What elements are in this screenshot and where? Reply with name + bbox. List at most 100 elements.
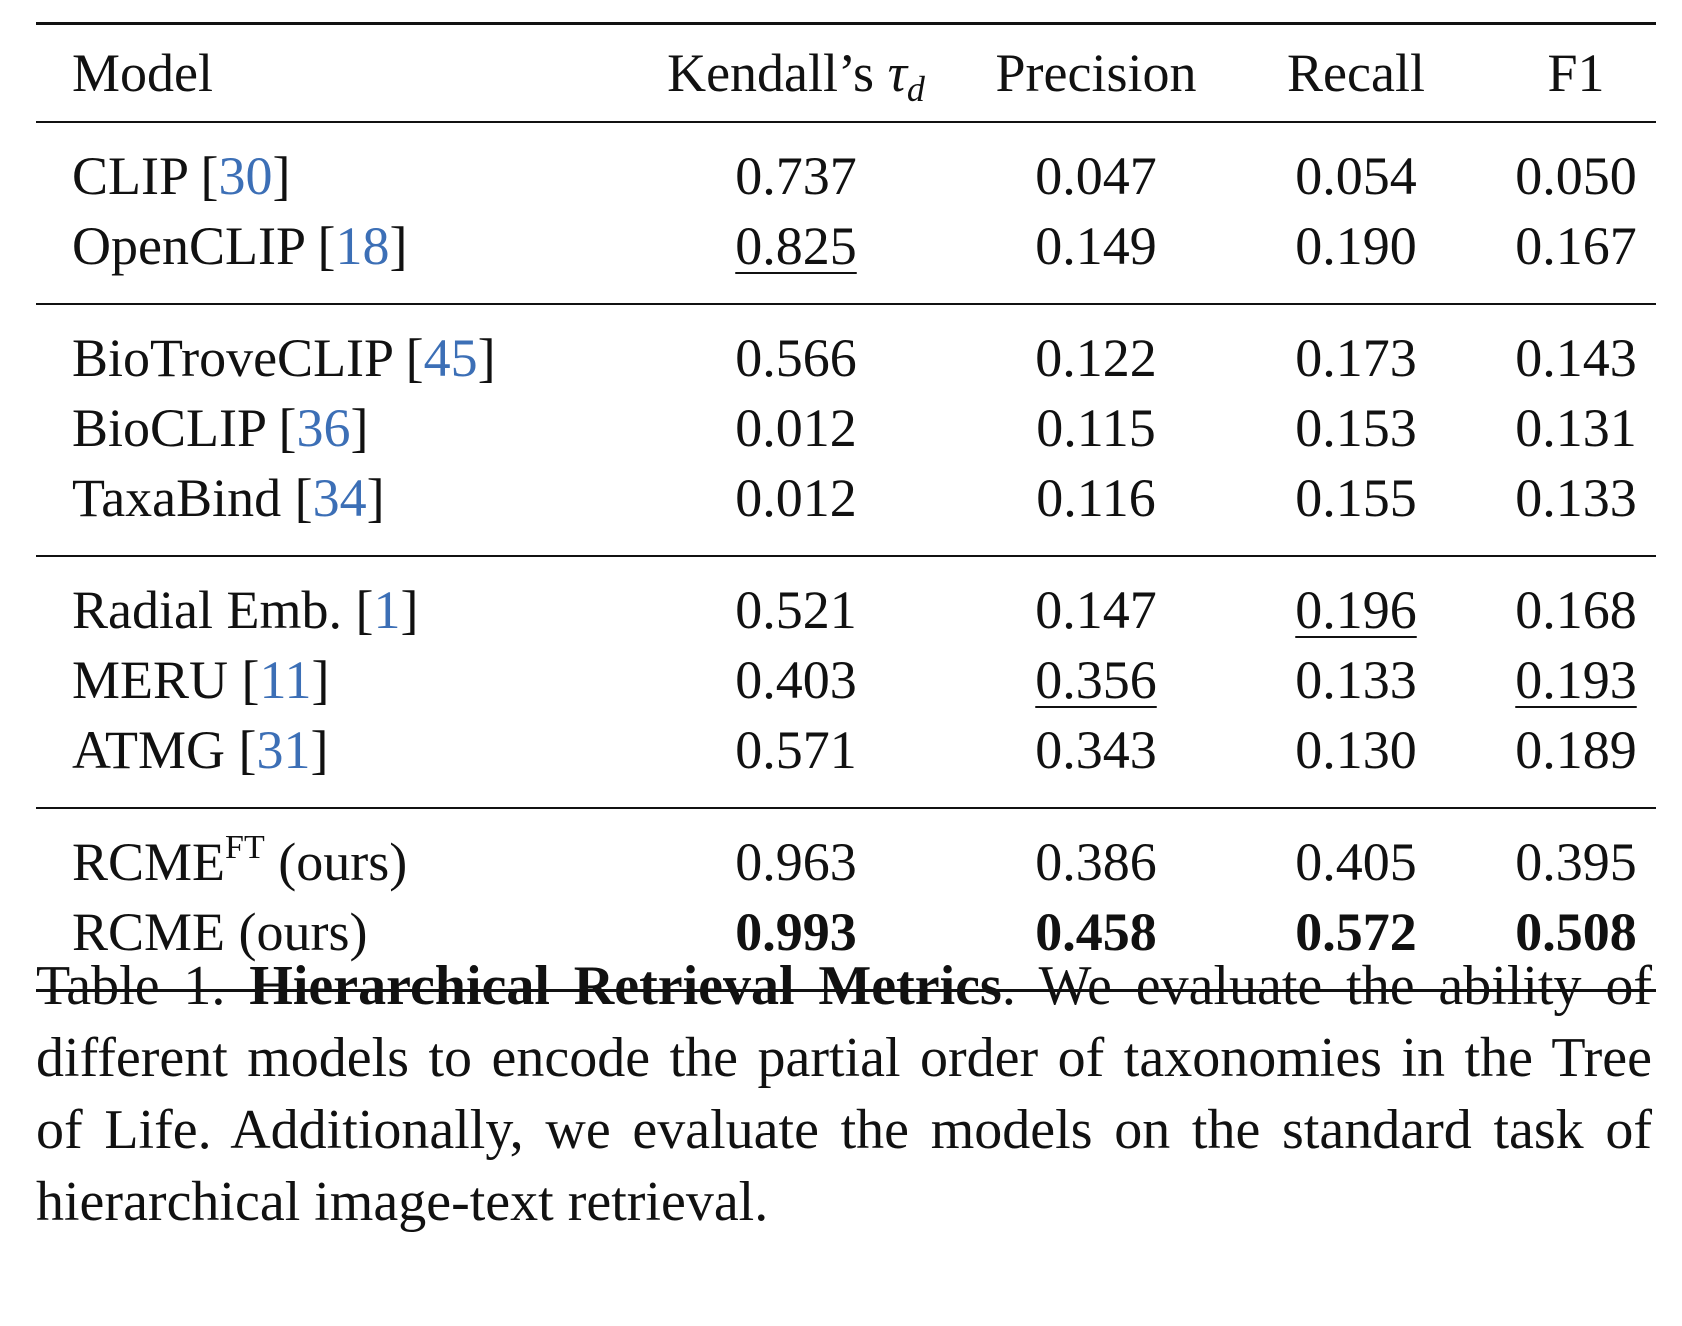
citation-link[interactable]: 30: [218, 146, 273, 206]
recall-value: 0.133: [1295, 650, 1417, 710]
recall-value: 0.572: [1295, 902, 1417, 962]
recall-value: 0.190: [1295, 216, 1417, 276]
table-row: TaxaBind [34] 0.012 0.116 0.155 0.133: [36, 463, 1656, 533]
model-name: TaxaBind [34]: [72, 468, 385, 528]
caption-title: Hierarchical Retrieval Metrics: [249, 955, 1002, 1017]
table-row: MERU [11] 0.403 0.356 0.133 0.193: [36, 645, 1656, 715]
citation-link[interactable]: 1: [373, 580, 401, 640]
model-label: MERU: [72, 650, 229, 710]
model-name: ATMG [31]: [72, 720, 329, 780]
model-label: ATMG: [72, 720, 226, 780]
recall-value: 0.405: [1295, 832, 1417, 892]
precision-value: 0.356: [1035, 650, 1157, 710]
model-name: OpenCLIP [18]: [72, 216, 408, 276]
citation-link[interactable]: 31: [256, 720, 311, 780]
header-precision: Precision: [995, 43, 1197, 103]
kendall-value: 0.993: [735, 902, 857, 962]
model-label: RCME: [72, 902, 226, 962]
precision-value: 0.149: [1035, 216, 1157, 276]
precision-value: 0.386: [1035, 832, 1157, 892]
tau-symbol: τd: [887, 43, 925, 109]
precision-value: 0.116: [1036, 468, 1156, 528]
model-name: BioCLIP [36]: [72, 398, 369, 458]
table-row: BioCLIP [36] 0.012 0.115 0.153 0.131: [36, 393, 1656, 463]
table-row: RCMEFT (ours) 0.963 0.386 0.405 0.395: [36, 827, 1656, 897]
kendall-value: 0.521: [735, 580, 857, 640]
caption-label: Table 1.: [36, 955, 250, 1017]
recall-value: 0.054: [1295, 146, 1417, 206]
ours-label: (ours): [225, 902, 368, 962]
f1-value: 0.133: [1515, 468, 1637, 528]
precision-value-cell: 0.356: [966, 645, 1226, 715]
header-recall: Recall: [1287, 43, 1425, 103]
group-rule: [36, 807, 1656, 809]
table-row: CLIP [30] 0.737 0.047 0.054 0.050: [36, 141, 1656, 211]
f1-value: 0.050: [1515, 146, 1637, 206]
recall-value: 0.155: [1295, 468, 1417, 528]
tau-letter: τ: [887, 43, 907, 103]
f1-value: 0.193: [1515, 650, 1637, 710]
group-rule: [36, 555, 1656, 557]
kendall-value: 0.963: [735, 832, 857, 892]
model-label: BioTroveCLIP: [72, 328, 393, 388]
kendall-value: 0.566: [735, 328, 857, 388]
precision-value: 0.047: [1035, 146, 1157, 206]
recall-value: 0.173: [1295, 328, 1417, 388]
precision-value: 0.343: [1035, 720, 1157, 780]
table-caption: Table 1. Hierarchical Retrieval Metrics.…: [36, 950, 1652, 1238]
model-name: MERU [11]: [72, 650, 330, 710]
table-row: BioTroveCLIP [45] 0.566 0.122 0.173 0.14…: [36, 323, 1656, 393]
model-label: CLIP: [72, 146, 188, 206]
header-kendall: Kendall’s τd: [656, 25, 936, 137]
citation-link[interactable]: 34: [312, 468, 367, 528]
model-label: OpenCLIP: [72, 216, 304, 276]
model-name: RCMEFT (ours): [72, 827, 407, 897]
precision-value: 0.458: [1035, 902, 1157, 962]
model-name: RCME (ours): [72, 897, 368, 967]
ours-label: (ours): [264, 832, 408, 892]
header-kendall-text: Kendall’s: [667, 43, 888, 103]
recall-value-cell: 0.196: [1236, 575, 1476, 645]
top-rule: [36, 22, 1656, 25]
citation-link[interactable]: 36: [296, 398, 351, 458]
kendall-value: 0.012: [735, 398, 857, 458]
kendall-value-cell: 0.825: [656, 211, 936, 281]
f1-value: 0.189: [1515, 720, 1637, 780]
precision-value: 0.115: [1036, 398, 1156, 458]
recall-value: 0.153: [1295, 398, 1417, 458]
precision-value: 0.122: [1035, 328, 1157, 388]
model-name: CLIP [30]: [72, 146, 291, 206]
table-row: OpenCLIP [18] 0.825 0.149 0.190 0.167: [36, 211, 1656, 281]
kendall-value: 0.012: [735, 468, 857, 528]
model-label: BioCLIP: [72, 398, 266, 458]
citation-link[interactable]: 11: [259, 650, 312, 710]
header-row: Model Kendall’s τd Precision Recall F1: [36, 25, 1656, 121]
ft-superscript: FT: [225, 829, 265, 866]
precision-value: 0.147: [1035, 580, 1157, 640]
kendall-value: 0.737: [735, 146, 857, 206]
f1-value-cell: 0.193: [1456, 645, 1682, 715]
kendall-value: 0.403: [735, 650, 857, 710]
model-label: TaxaBind: [72, 468, 282, 528]
f1-value: 0.168: [1515, 580, 1637, 640]
header-model: Model: [72, 43, 213, 103]
model-name: BioTroveCLIP [45]: [72, 328, 496, 388]
header-rule: [36, 121, 1656, 123]
caption-body: . We evaluate the ability of different m…: [36, 955, 1652, 1233]
group-rule: [36, 303, 1656, 305]
model-name: Radial Emb. [1]: [72, 580, 419, 640]
table-row: Radial Emb. [1] 0.521 0.147 0.196 0.168: [36, 575, 1656, 645]
kendall-value: 0.825: [735, 216, 857, 276]
f1-value: 0.167: [1515, 216, 1637, 276]
f1-value: 0.143: [1515, 328, 1637, 388]
recall-value: 0.130: [1295, 720, 1417, 780]
f1-value: 0.395: [1515, 832, 1637, 892]
citation-link[interactable]: 45: [423, 328, 478, 388]
results-table: Model Kendall’s τd Precision Recall F1 C…: [36, 22, 1656, 992]
kendall-value: 0.571: [735, 720, 857, 780]
table-row: RCME (ours) 0.993 0.458 0.572 0.508: [36, 897, 1656, 967]
citation-link[interactable]: 18: [335, 216, 390, 276]
recall-value: 0.196: [1295, 580, 1417, 640]
f1-value: 0.131: [1515, 398, 1637, 458]
f1-value: 0.508: [1515, 902, 1637, 962]
